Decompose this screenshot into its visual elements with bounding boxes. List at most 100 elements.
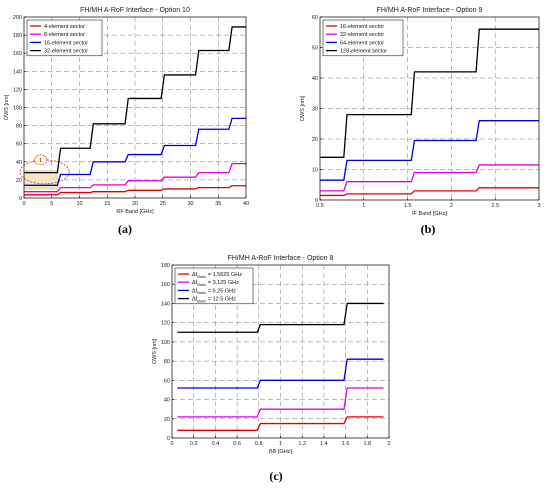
y-tick-label: 120 (13, 87, 22, 93)
chart-title: FH/MH A-RoF Interface - Option 9 (377, 7, 483, 14)
x-tick-label: 10 (76, 201, 82, 207)
y-tick-label: 50 (312, 46, 318, 52)
legend-delta: Δf (192, 272, 198, 278)
x-axis-label: RF Band [GHz] (116, 209, 154, 215)
series-line-4 (320, 28, 539, 158)
legend-entry-2: 32-element sector (340, 32, 384, 38)
chart-panel-3: 0 0.2 0.4 0.6 0.8 1 1.2 1.4 1.6 1.8 20204060801001… (152, 255, 391, 483)
x-tick-label: 0 (170, 441, 173, 447)
series-line-3 (320, 120, 539, 181)
y-tick-label: 0 (315, 198, 318, 204)
x-tick-label: 2.5 (491, 203, 499, 209)
x-axis-label: IF Band [GHz] (412, 211, 447, 217)
y-tick-label: 60 (164, 378, 170, 384)
y-tick-label: 100 (161, 340, 170, 346)
x-tick-label: 40 (243, 201, 249, 207)
x-tick-label: 1.8 (363, 441, 371, 447)
x-tick-label: 3 (537, 203, 540, 209)
y-tick-label: 10 (312, 168, 318, 174)
y-tick-label: 30 (312, 107, 318, 113)
y-axis-label: OWS [nm] (300, 95, 306, 121)
y-tick-label: 20 (164, 417, 170, 423)
y-tick-label: 60 (16, 142, 22, 148)
x-axis-label: BB [GHz] (269, 449, 292, 455)
legend-subscript: Bmin (197, 282, 206, 287)
legend-delta: Δf (192, 297, 198, 303)
legend-delta: Δf (192, 280, 198, 286)
plot-frame (23, 16, 247, 199)
legend-subscript: Bmin (197, 298, 206, 303)
chart-title: FH/MH A-RoF Interface - Option 8 (228, 255, 334, 262)
legend-entry-4: 32-element sector (44, 49, 88, 55)
x-tick-label: 0.2 (190, 441, 198, 447)
series-line-2 (177, 387, 384, 418)
y-tick-label: 140 (13, 69, 22, 75)
legend-entry-3: 16-element sector (44, 40, 88, 46)
x-tick-label: 1.2 (298, 441, 306, 447)
x-tick-label: 1.4 (320, 441, 328, 447)
highlight-box (23, 170, 58, 190)
legend-value: = 3.125 GHz (206, 280, 239, 286)
y-tick-label: 40 (16, 160, 22, 166)
x-tick-label: 1 (362, 203, 365, 209)
y-tick-label: 100 (13, 106, 22, 112)
x-tick-label: 5 (50, 201, 53, 207)
legend-value: = 12.5 GHz (206, 297, 236, 303)
y-tick-label: 80 (164, 359, 170, 365)
x-tick-label: 1.5 (404, 203, 412, 209)
legend-entry-1: 16-element sector (340, 24, 384, 30)
y-axis-label: OWS [nm] (4, 94, 10, 120)
y-tick-label: 40 (164, 398, 170, 404)
x-tick-label: 0.6 (233, 441, 241, 447)
y-tick-label: 0 (19, 196, 22, 202)
series-line-1 (24, 185, 246, 196)
legend-entry-4: ΔfBmin = 12.5 GHz (192, 297, 236, 304)
x-tick-label: 2 (450, 203, 453, 209)
x-tick-label: 1.6 (342, 441, 350, 447)
x-tick-label: 0.8 (255, 441, 263, 447)
legend-entry-1: 4-element sector (44, 24, 85, 30)
annotation-marker (34, 154, 47, 166)
series-line-4 (24, 26, 246, 174)
series-line-3 (24, 117, 246, 186)
legend-value: = 6.25 GHz (206, 288, 236, 294)
x-tick-label: 2 (387, 441, 390, 447)
x-tick-label: 15 (104, 201, 110, 207)
y-tick-label: 20 (16, 178, 22, 184)
legend-subscript: Bmin (197, 274, 206, 279)
x-tick-label: 1 (279, 441, 282, 447)
legend-entry-4: 128-element sector (340, 49, 387, 55)
y-tick-label: 20 (312, 137, 318, 143)
legend-entry-3: 64-element sector (340, 40, 384, 46)
legend-subscript: Bmin (197, 290, 206, 295)
series-line-2 (320, 164, 539, 192)
annotation-label: 1 (39, 158, 42, 164)
x-tick-label: 35 (215, 201, 221, 207)
x-tick-label: 0 (22, 201, 25, 207)
chart-panel-1: 0 5 10 15 20 25 30 35 40 0 20 40 60 80 100 120 140 160 180… (4, 7, 249, 236)
panel-label: (b) (421, 222, 436, 236)
panel-label: (a) (118, 222, 132, 236)
y-tick-label: 160 (13, 51, 22, 57)
series-line-1 (320, 187, 539, 197)
y-tick-label: 200 (13, 15, 22, 21)
y-tick-label: 40 (312, 76, 318, 82)
y-tick-label: 180 (161, 263, 170, 269)
legend-entry-3: ΔfBmin = 6.25 GHz (192, 288, 236, 295)
y-tick-label: 80 (16, 124, 22, 130)
legend-entry-2: ΔfBmin = 3.125 GHz (192, 280, 239, 287)
y-tick-label: 0 (167, 436, 170, 442)
plot-frame (171, 264, 390, 439)
series-line-3 (177, 358, 384, 389)
x-tick-label: 20 (132, 201, 138, 207)
legend-entry-2: 8-element sector (44, 32, 85, 38)
y-tick-label: 160 (161, 282, 170, 288)
y-tick-label: 180 (13, 33, 22, 39)
x-tick-label: 0.4 (212, 441, 220, 447)
series-line-1 (177, 416, 384, 431)
series-line-4 (177, 302, 384, 333)
panel-label: (c) (269, 469, 282, 483)
y-axis-label: OWS [nm] (152, 338, 158, 364)
